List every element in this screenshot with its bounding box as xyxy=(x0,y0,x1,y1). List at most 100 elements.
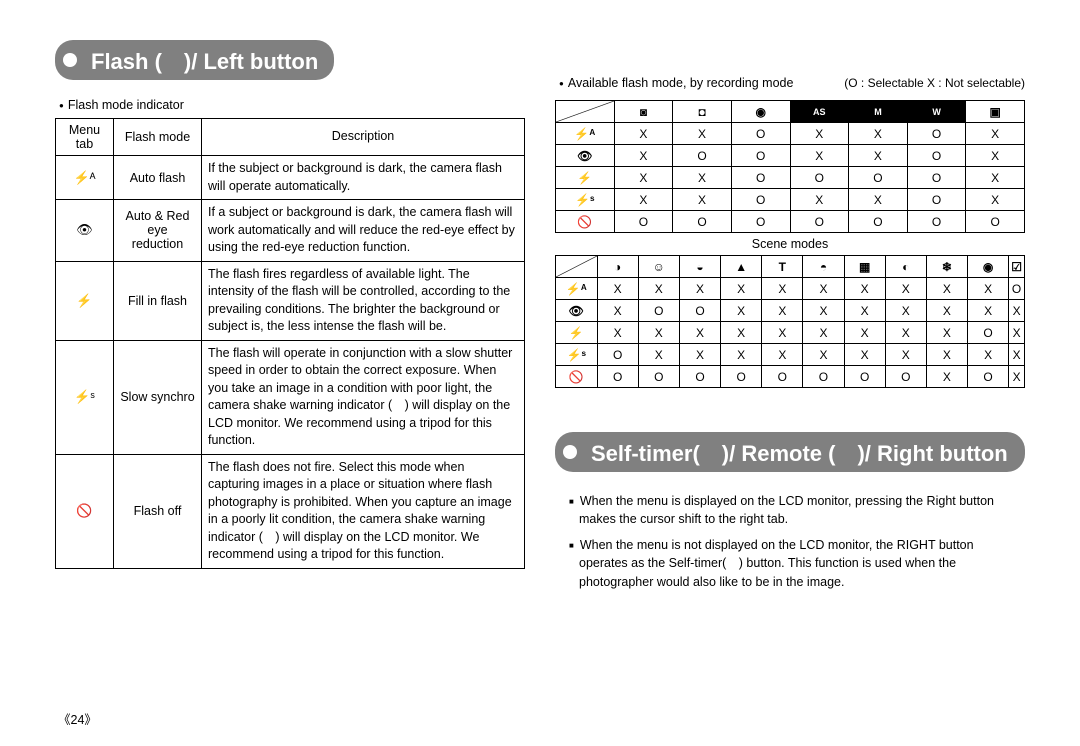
cell: O xyxy=(849,211,908,233)
cell: X xyxy=(1009,344,1025,366)
cell: X xyxy=(762,278,803,300)
cell: X xyxy=(614,145,673,167)
cell: X xyxy=(849,123,908,145)
mode-icon: ◉ xyxy=(731,101,790,123)
flash-type-icon: ⚡ᴬ xyxy=(556,123,615,145)
cell: X xyxy=(638,344,679,366)
cell: O xyxy=(638,366,679,388)
scene-mode-icon: ☑ xyxy=(1009,256,1025,278)
cell: O xyxy=(907,167,966,189)
flash-type-icon: ⚡ xyxy=(556,322,598,344)
cell: X xyxy=(803,278,844,300)
heading-dot-icon xyxy=(563,445,577,459)
body-paragraph: When the menu is displayed on the LCD mo… xyxy=(569,492,1025,528)
cell: X xyxy=(1009,366,1025,388)
cell: X xyxy=(966,167,1025,189)
diagonal-header-icon xyxy=(556,256,598,278)
scene-modes-caption: Scene modes xyxy=(555,237,1025,251)
cell: O xyxy=(790,167,849,189)
table-row: 👁 Auto & Red eye reduction If a subject … xyxy=(56,200,525,262)
table-row: 👁XOOXXXXXXXX xyxy=(556,300,1025,322)
cell: O xyxy=(968,322,1009,344)
cell: X xyxy=(844,300,885,322)
scene-mode-icon: ◉ xyxy=(968,256,1009,278)
flash-type-icon: ⚡ᴬ xyxy=(556,278,598,300)
mode-desc: The flash does not fire. Select this mod… xyxy=(202,454,525,568)
cell: O xyxy=(1009,278,1025,300)
flash-type-icon: 🚫 xyxy=(556,211,615,233)
mode-icon: M xyxy=(849,101,908,123)
cell: X xyxy=(849,189,908,211)
table-row: 🚫OOOOOOOOXOX xyxy=(556,366,1025,388)
scene-mode-icon: ◑ xyxy=(597,256,638,278)
selftimer-heading-text: Self-timer( )/ Remote ( )/ Right button xyxy=(591,436,1008,468)
flash-type-icon: 👁 xyxy=(556,300,598,322)
cell: O xyxy=(597,344,638,366)
cell: O xyxy=(885,366,926,388)
scene-mode-icon: ☺ xyxy=(638,256,679,278)
scene-mode-icon: ◓ xyxy=(803,256,844,278)
cell: X xyxy=(844,278,885,300)
cell: X xyxy=(803,344,844,366)
cell: X xyxy=(790,123,849,145)
scene-mode-icon: ▲ xyxy=(721,256,762,278)
availability-table-1: ◙ ◘ ◉ AS M W ▣ ⚡ᴬXXOXXOX👁XOOXXOX⚡XXOOOOX… xyxy=(555,100,1025,233)
mode-icon: ▣ xyxy=(966,101,1025,123)
table-row: ⚡ᴬXXXXXXXXXXO xyxy=(556,278,1025,300)
cell: X xyxy=(614,123,673,145)
table-row: ⚡ˢOXXXXXXXXXX xyxy=(556,344,1025,366)
col-description: Description xyxy=(202,119,525,156)
cell: O xyxy=(731,145,790,167)
cell: X xyxy=(673,167,732,189)
mode-desc: The flash fires regardless of available … xyxy=(202,261,525,340)
cell: O xyxy=(844,366,885,388)
cell: O xyxy=(679,366,720,388)
cell: O xyxy=(721,366,762,388)
mode-icon: ◙ xyxy=(614,101,673,123)
cell: X xyxy=(966,189,1025,211)
cell: O xyxy=(968,366,1009,388)
availability-table-2: ◑☺◒▲T◓▦◐❄◉☑ ⚡ᴬXXXXXXXXXXO👁XOOXXXXXXXX⚡XX… xyxy=(555,255,1025,388)
cell: X xyxy=(673,123,732,145)
cell: X xyxy=(614,189,673,211)
cell: X xyxy=(926,344,967,366)
cell: X xyxy=(597,300,638,322)
table-row: ⚡XXXXXXXXXOX xyxy=(556,322,1025,344)
mode-icon: AS xyxy=(790,101,849,123)
cell: X xyxy=(721,278,762,300)
table-row: ⚡ˢXXOXXOX xyxy=(556,189,1025,211)
cell: X xyxy=(721,344,762,366)
cell: X xyxy=(597,278,638,300)
legend-text: (O : Selectable X : Not selectable) xyxy=(844,76,1025,90)
cell: O xyxy=(803,366,844,388)
cell: O xyxy=(731,123,790,145)
cell: X xyxy=(966,123,1025,145)
cell: X xyxy=(762,344,803,366)
mode-name: Flash off xyxy=(114,454,202,568)
table-row: ⚡ᴬ Auto flash If the subject or backgrou… xyxy=(56,156,525,200)
table-row: ⚡ˢ Slow synchro The flash will operate i… xyxy=(56,340,525,454)
flash-type-icon: 🚫 xyxy=(556,366,598,388)
scene-mode-icon: ◐ xyxy=(885,256,926,278)
cell: O xyxy=(614,211,673,233)
cell: X xyxy=(968,300,1009,322)
cell: O xyxy=(731,167,790,189)
cell: X xyxy=(849,145,908,167)
mode-name: Auto & Red eye reduction xyxy=(114,200,202,262)
cell: O xyxy=(731,189,790,211)
cell: O xyxy=(790,211,849,233)
cell: O xyxy=(907,211,966,233)
flash-mode-indicator-label: Flash mode indicator xyxy=(59,98,525,112)
cell: X xyxy=(762,300,803,322)
cell: X xyxy=(597,322,638,344)
cell: X xyxy=(968,278,1009,300)
cell: X xyxy=(721,300,762,322)
scene-mode-icon: ◒ xyxy=(679,256,720,278)
cell: X xyxy=(638,322,679,344)
flash-mode-table: Menu tab Flash mode Description ⚡ᴬ Auto … xyxy=(55,118,525,569)
cell: O xyxy=(966,211,1025,233)
cell: X xyxy=(1009,300,1025,322)
mode-icon: ◘ xyxy=(673,101,732,123)
cell: X xyxy=(803,300,844,322)
cell: O xyxy=(907,189,966,211)
